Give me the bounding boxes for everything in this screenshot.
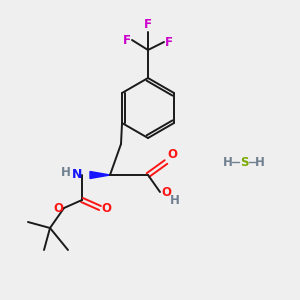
Text: F: F bbox=[123, 34, 131, 46]
Text: O: O bbox=[53, 202, 63, 214]
Polygon shape bbox=[90, 172, 110, 178]
Text: N: N bbox=[72, 169, 82, 182]
Text: H: H bbox=[170, 194, 180, 206]
Text: H: H bbox=[255, 155, 265, 169]
Text: O: O bbox=[101, 202, 111, 214]
Text: F: F bbox=[165, 35, 173, 49]
Text: H: H bbox=[61, 167, 71, 179]
Text: O: O bbox=[167, 148, 177, 161]
Text: O: O bbox=[161, 185, 171, 199]
Text: S: S bbox=[240, 155, 248, 169]
Text: H: H bbox=[223, 155, 233, 169]
Text: F: F bbox=[144, 18, 152, 31]
